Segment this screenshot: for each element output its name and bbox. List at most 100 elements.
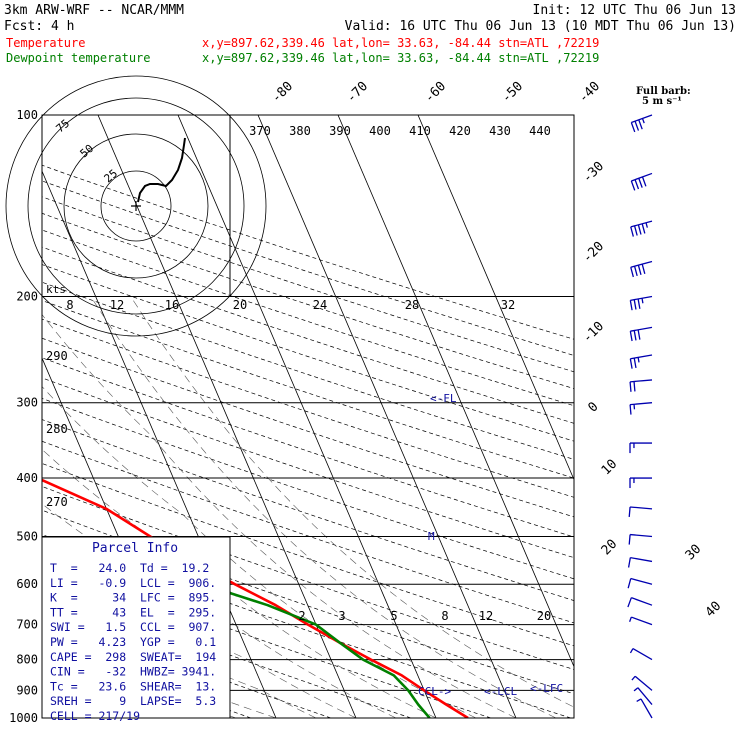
wind-barb-flag (637, 298, 641, 309)
barb-key-label: Full barb: (636, 86, 691, 97)
wind-barb (627, 556, 653, 568)
wind-barb-flag (633, 687, 639, 692)
hodo-origin-marker (131, 201, 141, 211)
wind-barb (629, 616, 653, 626)
isotherm-label: -30 (580, 159, 607, 186)
wind-barb-flag (634, 179, 640, 190)
isotherm-label: 20 (599, 537, 621, 559)
dry-adiabat-line (42, 229, 574, 407)
wind-barb-staff (630, 533, 653, 538)
isotherm-label: 10 (599, 457, 621, 479)
wind-barb (629, 402, 653, 415)
dry-adiabat-line (42, 509, 574, 695)
pressure-tick-label: 100 (16, 108, 38, 122)
mixing-ratio-label: 2 (298, 609, 305, 623)
wind-barb-flag (641, 223, 646, 234)
wind-barbs (627, 114, 653, 719)
isotherm-label: -50 (499, 79, 526, 106)
marker-ccl: CCL-> (418, 685, 451, 698)
marker-lfc: <-LFC (530, 682, 563, 695)
temp-legend-info: x,y=897.62,339.46 lat,lon= 33.63, -84.44… (202, 36, 599, 50)
hodo-ring-label: 25 (102, 167, 121, 185)
hodo-ring (27, 97, 245, 315)
wind-barb-staff (637, 687, 653, 705)
parcel-info-row: SREH = 9 LAPSE= 5.3 (50, 694, 216, 708)
wind-barb (630, 260, 653, 278)
wind-barb (629, 326, 653, 342)
wind-barb-flag (627, 557, 631, 568)
wind-barb-flag (638, 178, 643, 188)
pressure-tick-label: 600 (16, 577, 38, 591)
wind-barb (627, 577, 653, 589)
pressure-tick-label: 700 (16, 618, 38, 632)
isotherm-label: 40 (703, 599, 725, 621)
hodo-speed-label: 28 (405, 298, 419, 312)
wind-barb-flag (637, 224, 642, 235)
pressure-tick-label: 1000 (9, 711, 38, 725)
wind-barb-flag (630, 122, 636, 133)
isotherm-label: -70 (344, 79, 371, 106)
theta-e-label: 430 (489, 124, 511, 138)
wind-barb-staff (630, 354, 653, 360)
theta-e-label: 390 (329, 124, 351, 138)
forecast-hour: Fcst: 4 h (4, 19, 74, 34)
wind-barb (628, 533, 653, 545)
dry-adiabat-line (42, 246, 574, 424)
wind-barb (629, 354, 653, 369)
wind-barb-flag (633, 299, 637, 310)
wind-barb-flag (630, 226, 634, 237)
dewpoint-profile-line (42, 539, 431, 718)
wind-barb (629, 648, 653, 661)
wind-barb-flag (628, 506, 631, 517)
parcel-info-row: Tc = 23.6 SHEAR= 13. (50, 679, 216, 693)
isotherm-label: 30 (683, 542, 705, 564)
hodo-units-label: kts (46, 283, 66, 296)
parcel-info-title: Parcel Info (92, 541, 178, 556)
hodo-speed-label: 32 (501, 298, 515, 312)
dew-legend-info: x,y=897.62,339.46 lat,lon= 33.63, -84.44… (202, 51, 599, 65)
dry-adiabat-label: 270 (46, 495, 68, 509)
isotherm-line (97, 115, 357, 718)
wind-barb-flag (630, 267, 634, 278)
marker-freezing-level: <-FL (430, 392, 457, 405)
wind-barb-flag (627, 597, 632, 608)
hodo-speed-label: 12 (110, 298, 124, 312)
plot-frame (41, 114, 575, 719)
marker-lcl: <-LCL (484, 685, 517, 698)
parcel-info-row: CELL = 217/19 (50, 709, 140, 723)
dry-adiabat-line (42, 196, 574, 373)
wind-barb-flag (641, 176, 647, 187)
wind-barb (629, 379, 653, 392)
dew-legend-label: Dewpoint temperature (6, 51, 151, 65)
theta-e-label: 400 (369, 124, 391, 138)
barb-key-units: 5 m s⁻¹ (642, 96, 682, 107)
parcel-info-row: CIN = -32 HWBZ= 3941. (50, 665, 216, 679)
wind-barb-flag (641, 118, 645, 124)
wind-barb-staff (631, 114, 653, 124)
isotherm-line (417, 115, 574, 481)
isotherm-label: 0 (585, 399, 601, 415)
mixing-ratio-label: 20 (537, 609, 551, 623)
wind-barb-flag (641, 298, 644, 304)
wind-barb-staff (630, 402, 653, 406)
wind-barb-staff (630, 295, 653, 301)
wind-barb-flag (628, 534, 631, 545)
wind-barb-flag (633, 266, 638, 277)
pressure-tick-label: 800 (16, 653, 38, 667)
wind-barb (629, 477, 652, 489)
mixing-ratio-label: 12 (479, 609, 493, 623)
moist-adiabat-line (42, 503, 397, 718)
theta-e-label: 410 (409, 124, 431, 138)
mixing-ratio-label: 8 (441, 609, 448, 623)
wind-barb-flag (629, 300, 633, 311)
dry-adiabat-line (42, 281, 574, 460)
hodo-ring (63, 133, 209, 279)
wind-barb-staff (632, 648, 653, 661)
wind-barb-flag (627, 578, 632, 589)
wind-barb-flag (629, 616, 632, 622)
parcel-info-row: K = 34 LFC = 895. (50, 591, 216, 605)
wind-barb (633, 687, 653, 705)
wind-barb (630, 114, 653, 133)
wind-barb-staff (630, 379, 653, 383)
